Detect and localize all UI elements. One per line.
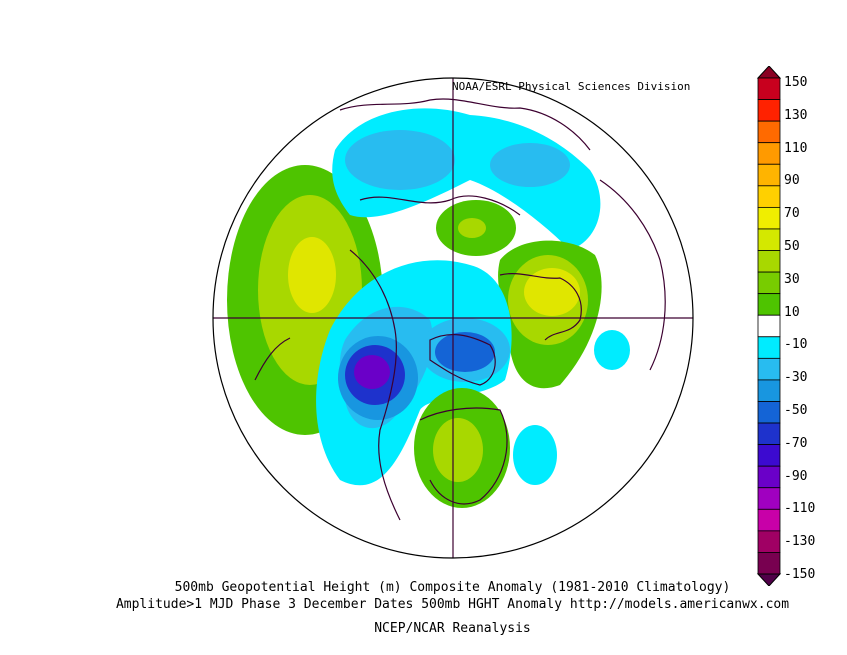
map-border [212,77,694,559]
colorbar-label: -130 [784,534,816,550]
colorbar-segment [757,142,781,165]
colorbar-label: 70 [784,206,800,222]
colorbar-segment [757,508,781,532]
colorbar-label: 10 [784,304,800,320]
colorbar-segment [757,465,781,489]
colorbar-label: -50 [784,403,808,418]
colorbar-segment [757,314,781,338]
colorbar [756,66,782,586]
colorbar-top-arrow [756,66,782,79]
colorbar-segment [757,552,781,575]
colorbar-label: -30 [784,370,808,386]
colorbar-label: 90 [784,173,800,189]
colorbar-bottom-arrow [756,573,782,586]
colorbar-label: 30 [784,271,800,287]
colorbar-segment [757,206,781,230]
colorbar-label: 50 [784,239,800,254]
colorbar-label: 130 [784,107,808,123]
colorbar-label: 150 [784,75,808,90]
colorbar-segment [757,293,781,316]
colorbar-segment [757,228,781,251]
colorbar-segment [757,271,781,295]
colorbar-segment [757,120,781,144]
colorbar-segment [757,99,781,122]
colorbar-segment [757,77,781,100]
colorbar-segment [757,444,781,467]
colorbar-label: -110 [784,501,816,517]
colorbar-label: -90 [784,468,808,484]
colorbar-segment [757,379,781,402]
coastlines [254,98,666,521]
colorbar-segment [757,357,781,381]
caption-line-3: NCEP/NCAR Reanalysis [374,621,531,636]
colorbar-segment [757,401,781,424]
colorbar-segment [757,250,781,273]
colorbar-label: -10 [784,337,808,353]
caption-line-1: 500mb Geopotential Height (m) Composite … [174,580,731,595]
caption-line-2: Amplitude>1 MJD Phase 3 December Dates 5… [115,597,790,612]
colorbar-segment [757,163,781,187]
colorbar-segment [757,185,781,208]
colorbar-labels: 150 130 110 90 70 50 30 10 -10 -30 -50 -70 -90 -110 -1… [784,0,844,655]
anomaly-fill [227,108,630,508]
credit-text: NOAA/ESRL Physical Sciences Division [452,80,691,93]
colorbar-segment [757,422,781,446]
colorbar-label: -70 [784,435,808,451]
colorbar-label: 110 [784,140,808,156]
colorbar-segment [757,336,781,359]
colorbar-label: -150 [784,567,816,582]
colorbar-segment [757,487,781,510]
colorbar-segment [757,530,781,553]
